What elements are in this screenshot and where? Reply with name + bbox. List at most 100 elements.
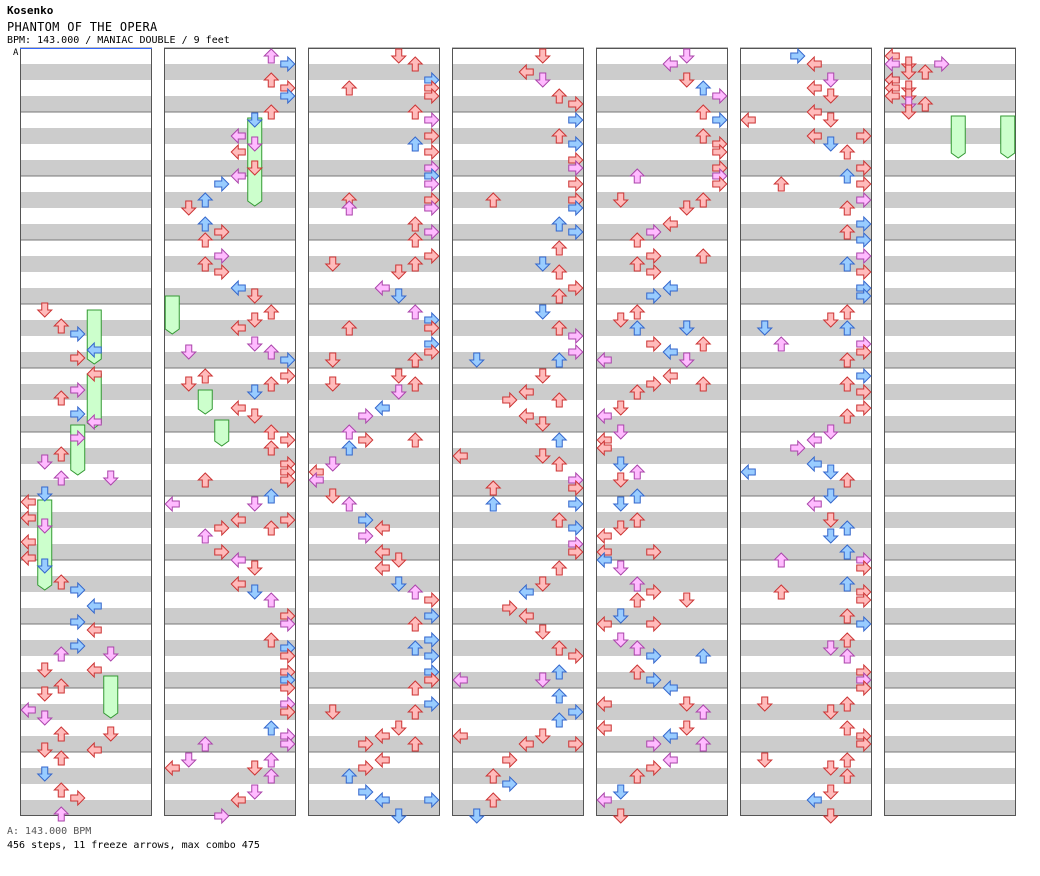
step-arrow — [468, 808, 485, 824]
step-arrow — [695, 704, 712, 720]
step-arrow — [53, 750, 70, 766]
step-arrow — [53, 646, 70, 662]
step-arrow — [246, 312, 263, 328]
beat-stripe — [740, 176, 872, 192]
step-arrow — [629, 320, 646, 336]
step-arrow — [197, 232, 214, 248]
step-arrow — [20, 493, 36, 511]
step-arrow — [197, 256, 214, 272]
beat-stripe — [884, 496, 1016, 512]
step-arrow — [646, 615, 662, 633]
step-arrow — [102, 470, 119, 486]
step-arrow — [341, 80, 358, 96]
beat-stripe — [452, 208, 584, 224]
beat-stripe — [452, 496, 584, 512]
step-arrow — [678, 48, 695, 64]
beat-stripe — [164, 432, 296, 448]
step-arrow — [374, 791, 390, 809]
beat-stripe — [308, 144, 440, 160]
beat-stripe — [164, 384, 296, 400]
step-arrow — [612, 456, 629, 472]
step-arrow — [856, 287, 872, 305]
beat-stripe — [20, 624, 152, 640]
beat-stripe — [452, 96, 584, 112]
step-arrow — [806, 791, 822, 809]
step-arrow — [374, 543, 390, 561]
beat-stripe — [452, 240, 584, 256]
step-arrow — [502, 751, 518, 769]
beat-stripe — [740, 704, 872, 720]
step-arrow — [612, 808, 629, 824]
beat-stripe — [596, 416, 728, 432]
beat-stripe — [884, 560, 1016, 576]
step-arrow — [280, 367, 296, 385]
beat-stripe — [20, 224, 152, 240]
step-arrow — [839, 200, 856, 216]
beat-stripe — [884, 624, 1016, 640]
step-arrow — [164, 759, 180, 777]
beat-stripe — [740, 784, 872, 800]
freeze-arrow — [1000, 115, 1016, 159]
beat-stripe — [20, 160, 152, 176]
beat-stripe — [452, 640, 584, 656]
step-arrow — [230, 319, 246, 337]
step-arrow — [424, 607, 440, 625]
beat-stripe — [308, 272, 440, 288]
beat-stripe — [20, 736, 152, 752]
freeze-arrow — [214, 419, 230, 447]
beat-stripe — [884, 112, 1016, 128]
step-arrow — [646, 247, 662, 265]
beat-stripe — [884, 176, 1016, 192]
beat-stripe — [596, 592, 728, 608]
step-arrow — [341, 200, 358, 216]
beat-stripe — [740, 128, 872, 144]
step-arrow — [839, 304, 856, 320]
beat-stripe — [740, 240, 872, 256]
beat-stripe — [20, 528, 152, 544]
beat-stripe — [164, 48, 296, 64]
step-arrow — [70, 581, 86, 599]
step-arrow — [839, 144, 856, 160]
step-arrow — [900, 104, 917, 120]
beat-stripe — [20, 352, 152, 368]
beat-stripe — [20, 192, 152, 208]
step-arrow — [856, 127, 872, 145]
step-arrow — [551, 712, 568, 728]
step-arrow — [263, 376, 280, 392]
beat-stripe — [20, 288, 152, 304]
beat-stripe — [740, 464, 872, 480]
beat-stripe — [884, 736, 1016, 752]
step-arrow — [324, 704, 341, 720]
beat-stripe — [308, 768, 440, 784]
beat-stripe — [596, 112, 728, 128]
step-arrow — [596, 527, 612, 545]
step-arrow — [358, 407, 374, 425]
step-arrow — [180, 376, 197, 392]
beat-stripe — [884, 160, 1016, 176]
beat-stripe — [164, 496, 296, 512]
step-arrow — [452, 447, 468, 465]
beat-stripe — [20, 560, 152, 576]
step-arrow — [263, 104, 280, 120]
step-arrow — [568, 223, 584, 241]
step-arrow — [822, 760, 839, 776]
step-arrow — [263, 72, 280, 88]
step-arrow — [839, 168, 856, 184]
step-arrow — [246, 160, 263, 176]
beat-stripe — [20, 464, 152, 480]
step-arrow — [424, 319, 440, 337]
beat-stripe — [740, 272, 872, 288]
step-arrow — [856, 591, 872, 609]
beat-stripe — [740, 480, 872, 496]
beat-stripe — [884, 704, 1016, 720]
beat-stripe — [20, 640, 152, 656]
step-arrow — [424, 695, 440, 713]
step-arrow — [596, 439, 612, 457]
step-arrow — [790, 47, 806, 65]
step-arrow — [230, 127, 246, 145]
step-arrow — [612, 424, 629, 440]
step-arrow — [518, 607, 534, 625]
beat-stripe — [596, 272, 728, 288]
step-arrow — [712, 143, 728, 161]
beat-stripe — [164, 96, 296, 112]
